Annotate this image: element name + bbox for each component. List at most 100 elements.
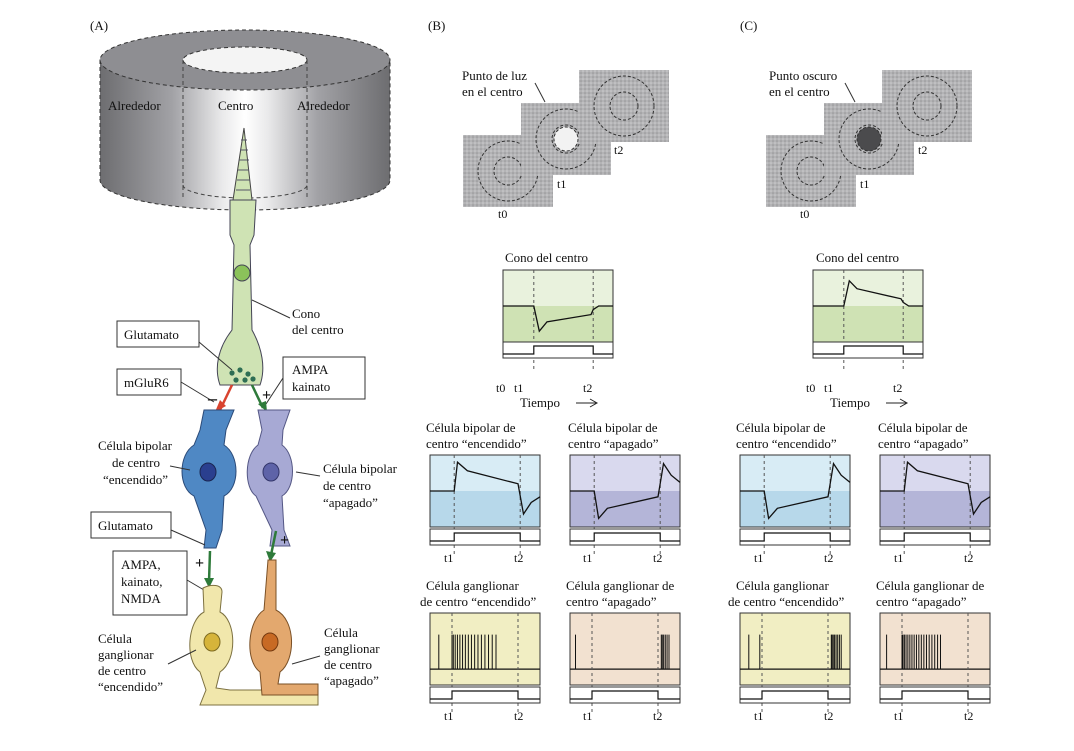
plus-sign-top: + — [262, 387, 271, 404]
b-bip-on-trace — [429, 454, 541, 555]
plot-lower — [430, 491, 540, 527]
glutamate-label-bottom: Glutamato — [98, 518, 153, 533]
off-bipolar-cell — [246, 409, 293, 547]
gang-on-label-1: Célula — [98, 631, 132, 646]
b-gang-off-t2: t2 — [653, 709, 662, 723]
plot-frame — [569, 612, 681, 686]
bip-off-label-1: Célula bipolar — [323, 461, 398, 476]
cone-label-2: del centro — [292, 322, 344, 337]
c-gang-on-title-2: de centro “encendido” — [728, 594, 844, 609]
gang-off-label-4: “apagado” — [324, 673, 379, 688]
ampa-kainate-box — [282, 356, 366, 400]
stimulus-step — [570, 532, 680, 542]
c-bip-on-t2: t2 — [824, 551, 833, 565]
glutamate-box-top — [116, 320, 200, 348]
c-gang-on-trace — [739, 612, 851, 713]
b-t2-axis: t2 — [583, 381, 592, 395]
c-gang-on-t2: t2 — [824, 709, 833, 723]
gang-off-label-2: ganglionar — [324, 641, 380, 656]
b-t0-axis: t0 — [496, 381, 505, 395]
surround-left-label: Alrededor — [108, 98, 161, 113]
response-trace — [880, 460, 991, 516]
b-gang-off-title-2: centro “apagado” — [566, 594, 657, 609]
panel-b: (B) Punto de luz en el centro t0 t1 t2 C… — [420, 18, 681, 723]
c-gang-off-trace — [879, 612, 991, 713]
stimulus-step — [880, 690, 990, 700]
gang-off-label-3: de centro — [324, 657, 372, 672]
b-bip-on-t2: t2 — [514, 551, 523, 565]
response-trace — [813, 279, 923, 307]
b-t2-frame: t2 — [614, 143, 623, 157]
c-gang-on-title-1: Célula ganglionar — [736, 578, 829, 593]
c-t2-axis: t2 — [893, 381, 902, 395]
panel-a: (A) Alrededor Centro Alrededor Cono — [90, 18, 398, 706]
b-bip-off-title-1: Célula bipolar de — [568, 420, 658, 435]
surround-ring — [593, 75, 655, 137]
stimulus-box — [429, 528, 541, 546]
c-t0-axis: t0 — [806, 381, 815, 395]
center-label: Centro — [218, 98, 253, 113]
plot-upper — [740, 455, 850, 491]
plot-frame — [739, 612, 851, 686]
c-gang-off-t1: t1 — [894, 709, 903, 723]
response-trace — [430, 460, 541, 516]
c-gang-off-t2: t2 — [964, 709, 973, 723]
center-ring — [609, 91, 639, 121]
surround-ring — [896, 75, 958, 137]
b-bip-on-title-1: Célula bipolar de — [426, 420, 516, 435]
plot-lower — [813, 306, 923, 342]
b-stimulus-frames — [463, 70, 669, 207]
plot-frame — [429, 612, 541, 686]
plot-upper — [430, 455, 540, 491]
b-gang-on-title-1: Célula ganglionar — [426, 578, 519, 593]
plot-lower — [503, 306, 613, 342]
stimulus-step — [430, 690, 540, 700]
c-bip-on-title-1: Célula bipolar de — [736, 420, 826, 435]
stimulus-box — [879, 528, 991, 546]
response-trace — [503, 305, 613, 333]
b-bip-on-title-2: centro “encendido” — [426, 436, 527, 451]
gang-on-label-3: de centro — [98, 663, 146, 678]
c-bip-off-trace — [879, 454, 991, 555]
b-time-arrow — [576, 398, 599, 408]
b-gang-on-t2: t2 — [514, 709, 523, 723]
b-t1-axis: t1 — [514, 381, 523, 395]
gang-off-label-1: Célula — [324, 625, 358, 640]
b-cone-trace — [502, 269, 614, 370]
stimulus-box — [569, 528, 681, 546]
b-time-label: Tiempo — [520, 395, 560, 410]
stimulus-step — [813, 345, 923, 355]
b-bip-off-t1: t1 — [583, 551, 592, 565]
b-spot-label-1: Punto de luz — [462, 68, 527, 83]
plot-upper — [503, 270, 613, 306]
stimulus-box — [879, 686, 991, 704]
stimulus-step — [503, 345, 613, 355]
c-bip-on-trace — [739, 454, 851, 555]
b-spot-label-2: en el centro — [462, 84, 523, 99]
plot-upper — [880, 455, 990, 491]
c-bip-off-title-1: Célula bipolar de — [878, 420, 968, 435]
c-spot-label-1: Punto oscuro — [769, 68, 837, 83]
c-t1-frame: t1 — [860, 177, 869, 191]
excitatory-arrow-off — [269, 530, 278, 556]
stimulus-box — [739, 686, 851, 704]
stimulus-box — [739, 528, 851, 546]
c-time-arrow — [886, 398, 909, 408]
ampa-nmda-label-1: AMPA, — [121, 557, 161, 572]
plot-upper — [813, 270, 923, 306]
gang-on-label-4: “encendido” — [98, 679, 163, 694]
gang-on-label-2: ganglionar — [98, 647, 154, 662]
plot-lower — [570, 491, 680, 527]
cone-photoreceptor — [216, 127, 264, 386]
surround-right-label: Alrededor — [297, 98, 350, 113]
c-gang-off-title-2: centro “apagado” — [876, 594, 967, 609]
response-trace — [570, 461, 681, 520]
b-gang-on-title-2: de centro “encendido” — [420, 594, 536, 609]
bip-on-label-3: “encendido” — [103, 472, 168, 487]
c-time-label: Tiempo — [830, 395, 870, 410]
bip-off-label-2: de centro — [323, 478, 371, 493]
b-gang-on-t1: t1 — [444, 709, 453, 723]
cone-pointer — [251, 299, 291, 319]
